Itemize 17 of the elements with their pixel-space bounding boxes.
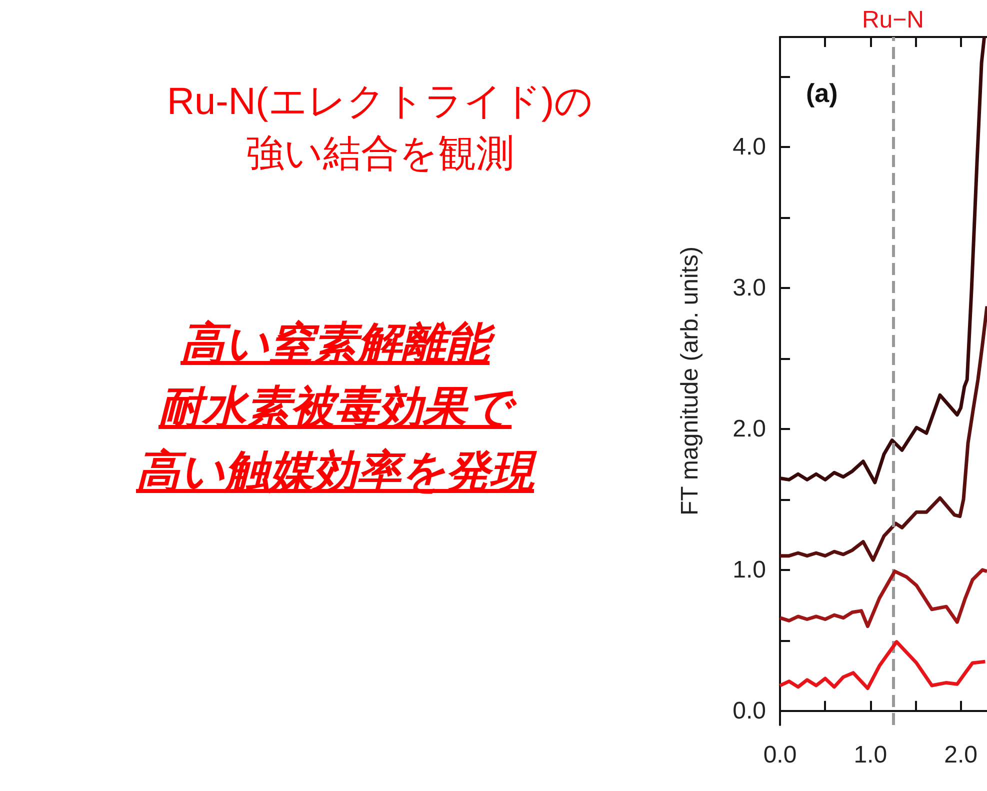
x-tick-label: 2.0 — [944, 742, 978, 768]
text: 強い結合を観測 — [245, 132, 515, 177]
y-tick-label: 0.0 — [732, 697, 766, 724]
y-tick-label: 3.0 — [732, 274, 766, 302]
y-tick-label: 1.0 — [732, 556, 766, 584]
ref-line-label: Ru−N — [862, 6, 924, 34]
x-tick-label: 0.0 — [763, 742, 797, 768]
x-tick-label: 1.0 — [854, 742, 888, 768]
text: Ru-N(エレクトライド)の — [166, 80, 594, 125]
y-axis-title: FT magnitude (arb. units) — [676, 246, 704, 516]
y-tick-label: 4.0 — [732, 133, 766, 160]
annotation: (a) — [806, 78, 838, 109]
y-tick-label: 2.0 — [732, 415, 766, 442]
line-series — [778, 640, 987, 690]
line-series — [778, 304, 987, 562]
line-series — [778, 35, 986, 484]
line-series — [778, 568, 987, 628]
